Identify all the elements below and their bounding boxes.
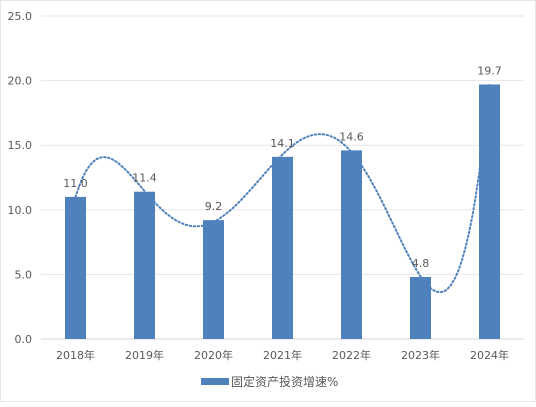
x-tick-label: 2018年 (56, 348, 95, 362)
x-axis-tick-labels: 2018年 2019年 2020年 2021年 2022年 2023年 2024年 (56, 348, 509, 362)
y-axis-tick-labels: 0.0 5.0 10.0 15.0 20.0 25.0 (8, 10, 33, 346)
legend: 固定资产投资增速% (201, 374, 338, 389)
data-label: 11.0 (63, 177, 88, 190)
x-tick-label: 2022年 (332, 348, 371, 362)
y-tick-label: 25.0 (8, 10, 33, 23)
data-label: 14.6 (339, 130, 364, 143)
x-tick-label: 2020年 (194, 348, 233, 362)
y-tick-label: 5.0 (15, 268, 33, 281)
data-label: 19.7 (477, 64, 502, 77)
bar (410, 276, 431, 339)
x-tick-label: 2024年 (470, 348, 509, 362)
bar (272, 156, 293, 339)
y-tick-label: 0.0 (15, 333, 33, 346)
x-tick-label: 2021年 (263, 348, 302, 362)
y-tick-label: 20.0 (8, 75, 33, 88)
legend-label: 固定资产投资增速% (231, 374, 338, 389)
y-tick-label: 10.0 (8, 204, 33, 217)
bar (203, 220, 224, 339)
bar (134, 191, 155, 339)
trendline (74, 83, 491, 294)
bar (479, 84, 500, 339)
data-label: 11.4 (132, 172, 157, 185)
data-labels: 11.0 11.4 9.2 14.1 14.6 4.8 19.7 (63, 64, 502, 270)
bar (341, 150, 362, 339)
trendline-path (74, 83, 491, 294)
data-label: 4.8 (412, 257, 430, 270)
x-tick-label: 2019年 (125, 348, 164, 362)
data-label: 9.2 (205, 200, 223, 213)
bars (65, 84, 500, 339)
bar (65, 196, 86, 339)
x-tick-label: 2023年 (401, 348, 440, 362)
legend-swatch (201, 378, 229, 385)
y-tick-label: 15.0 (8, 139, 33, 152)
data-label: 14.1 (270, 137, 295, 150)
